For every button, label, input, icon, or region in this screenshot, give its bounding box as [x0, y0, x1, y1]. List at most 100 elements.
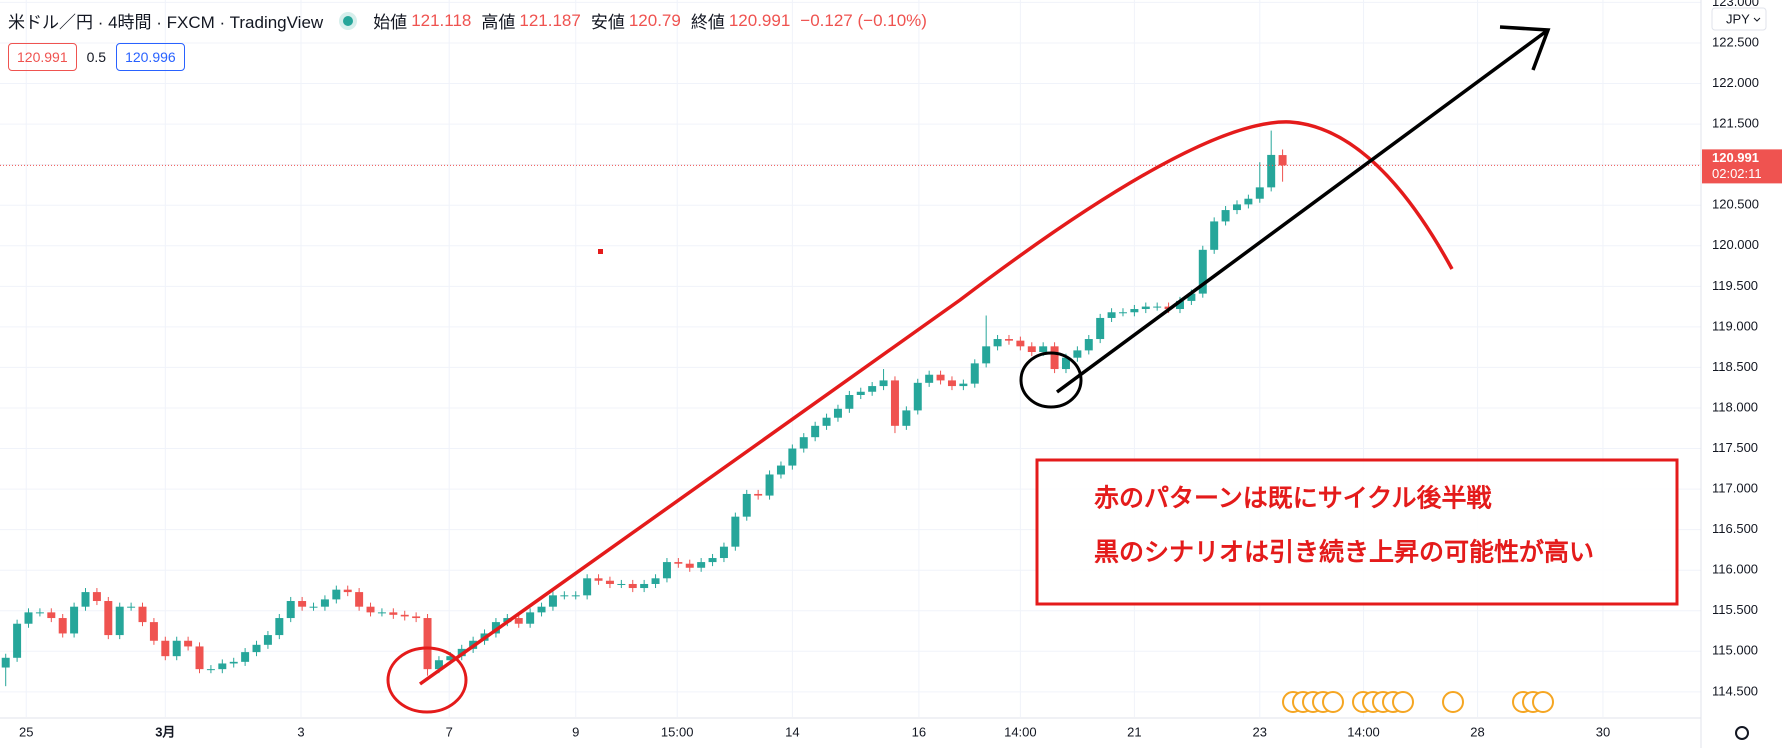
- status-dot: [343, 15, 354, 26]
- candle-body: [1221, 210, 1230, 222]
- candle-body: [412, 616, 421, 619]
- candle-body: [1153, 306, 1162, 308]
- candles: [0, 130, 1701, 687]
- ohlc-value: 121.118: [411, 10, 472, 30]
- candle-body: [275, 618, 284, 636]
- candle-body: [1278, 155, 1287, 166]
- candle-body: [594, 578, 603, 581]
- candle-body: [35, 612, 44, 614]
- candle-body: [548, 595, 557, 607]
- candle-body: [1255, 187, 1264, 199]
- x-tick-label: 16: [912, 724, 926, 739]
- candle-body: [70, 606, 79, 634]
- red-circle: [386, 646, 468, 714]
- y-tick-label: 115.000: [1712, 643, 1758, 658]
- candle-body: [925, 374, 934, 383]
- candle-body: [674, 562, 683, 564]
- candle-body: [1107, 312, 1116, 318]
- buy-price[interactable]: 120.996: [116, 43, 185, 71]
- candle-body: [514, 618, 523, 624]
- candle-body: [685, 563, 694, 568]
- spread: 0.5: [86, 49, 107, 65]
- y-tick-label: 115.500: [1712, 602, 1758, 617]
- y-tick-label: 122.500: [1712, 34, 1759, 49]
- candle-body: [92, 592, 101, 602]
- candle-body: [1187, 293, 1196, 301]
- candle-body: [1016, 340, 1025, 347]
- y-tick-label: 114.500: [1712, 683, 1758, 698]
- sell-price[interactable]: 120.991: [8, 43, 77, 71]
- x-tick-label: 14:00: [1347, 724, 1380, 739]
- y-tick-label: 118.000: [1712, 399, 1758, 414]
- x-tick-label: 30: [1596, 724, 1610, 739]
- x-tick-label: 9: [572, 724, 579, 739]
- x-tick-label: 3: [297, 724, 304, 739]
- settings-icon[interactable]: [1735, 726, 1749, 740]
- currency[interactable]: JPY: [1726, 11, 1750, 26]
- black-arrow: [1055, 25, 1551, 394]
- change: −0.127 (−0.10%): [800, 10, 927, 30]
- event-flags: [1282, 691, 1554, 713]
- price-tag: [1702, 149, 1782, 184]
- candle-body: [24, 612, 33, 624]
- ohlc-value: 121.187: [519, 10, 581, 30]
- candle-body: [298, 601, 307, 607]
- candle-body: [1096, 317, 1105, 340]
- candle-body: [754, 493, 763, 496]
- ohlc-label: 終値: [690, 13, 725, 32]
- candle-body: [560, 595, 569, 597]
- currency-button[interactable]: [1711, 7, 1767, 31]
- x-tick-label: 3月: [155, 724, 175, 739]
- candle-body: [491, 622, 500, 634]
- ohlc-label: 安値: [590, 13, 625, 32]
- candle-body: [640, 583, 649, 589]
- candle-body: [127, 606, 136, 608]
- ohlc-label: 始値: [373, 13, 408, 32]
- candle-body: [1232, 204, 1241, 211]
- ohlc-value: 120.991: [728, 10, 791, 30]
- x-tick-label: 14: [785, 724, 799, 739]
- candle-body: [58, 618, 67, 634]
- x-tick-label: 14:00: [1004, 724, 1037, 739]
- candle-body: [1004, 339, 1013, 341]
- y-tick-label: 119.000: [1712, 318, 1758, 333]
- candle-body: [184, 640, 193, 647]
- y-tick-label: 119.500: [1712, 278, 1758, 293]
- drawings: 赤のパターンは既にサイクル後半戦 黒のシナリオは引き続き上昇の可能性が高い: [386, 25, 1679, 714]
- candle-body: [286, 601, 295, 619]
- candle-body: [742, 493, 751, 517]
- note-line: 黒のシナリオは引き続き上昇の可能性が高い: [1094, 538, 1594, 567]
- candle-body: [389, 612, 398, 615]
- candle-body: [13, 623, 22, 658]
- candle-body: [822, 417, 831, 426]
- candle-body: [1130, 309, 1139, 313]
- candle-body: [947, 380, 956, 387]
- candle-body: [913, 382, 922, 411]
- candle-body: [218, 663, 227, 670]
- y-tick-label: 123.000: [1712, 0, 1759, 9]
- x-tick-label: 21: [1127, 724, 1141, 739]
- candle-body: [833, 408, 842, 418]
- candle-body: [355, 592, 364, 607]
- price-tag-value: 120.991: [1712, 150, 1759, 165]
- quote-chips: 120.991 0.5 120.996: [8, 43, 185, 71]
- candle-body: [172, 640, 181, 657]
- candle-body: [605, 580, 614, 584]
- candle-body: [628, 583, 637, 589]
- red-curve: [418, 120, 1454, 686]
- candle-body: [970, 363, 979, 384]
- candle-body: [206, 669, 215, 671]
- grid: [0, 0, 1701, 717]
- note-box: [1035, 458, 1679, 606]
- y-tick-label: 116.000: [1712, 562, 1758, 577]
- candle-body: [366, 606, 375, 613]
- time-axis: [0, 718, 1701, 748]
- price-axis: [1701, 0, 1782, 748]
- candle-body: [115, 606, 124, 636]
- candle-body: [993, 339, 1002, 347]
- candle-body: [1141, 306, 1150, 310]
- candle-body: [662, 562, 671, 579]
- dot: [598, 249, 603, 254]
